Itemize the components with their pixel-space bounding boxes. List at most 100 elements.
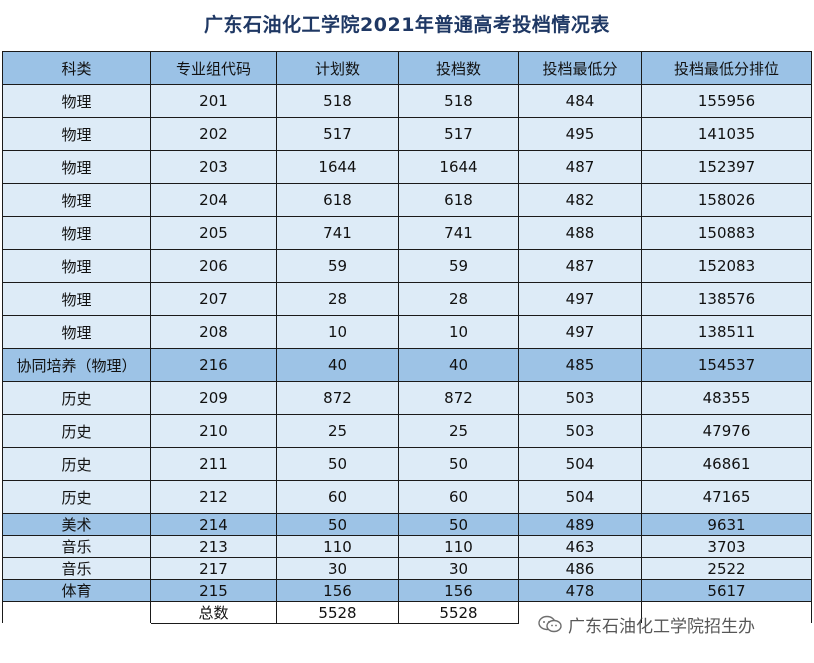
table-cell: 10 xyxy=(398,315,519,349)
table-cell: 50 xyxy=(398,513,519,536)
table-row: 物理 207 28 28 497 138576 xyxy=(2,282,812,316)
table-cell: 209 xyxy=(150,381,277,415)
table-row: 体育 215 156 156 478 5617 xyxy=(2,579,812,602)
table-cell: 物理 xyxy=(2,249,151,283)
table-row: 物理 204 618 618 482 158026 xyxy=(2,183,812,217)
table-cell: 物理 xyxy=(2,84,151,118)
table-cell: 210 xyxy=(150,414,277,448)
table-cell: 30 xyxy=(398,557,519,580)
table-cell: 478 xyxy=(518,579,642,602)
column-header: 投档数 xyxy=(398,51,519,85)
table-cell: 60 xyxy=(276,480,399,514)
table-cell: 201 xyxy=(150,84,277,118)
table-cell: 154537 xyxy=(641,348,812,382)
table-cell: 5617 xyxy=(641,579,812,602)
table-cell: 213 xyxy=(150,535,277,558)
table-cell: 40 xyxy=(276,348,399,382)
table-cell: 503 xyxy=(518,381,642,415)
table-cell: 518 xyxy=(276,84,399,118)
table-row: 物理 203 1644 1644 487 152397 xyxy=(2,150,812,184)
table-cell: 158026 xyxy=(641,183,812,217)
table-cell: 217 xyxy=(150,557,277,580)
table-cell: 48355 xyxy=(641,381,812,415)
watermark-text: 广东石油化工学院招生办 xyxy=(568,616,755,637)
table-cell: 1644 xyxy=(276,150,399,184)
wechat-watermark: 广东石油化工学院招生办 xyxy=(538,611,808,637)
table-cell: 482 xyxy=(518,183,642,217)
column-header: 计划数 xyxy=(276,51,399,85)
empty-cell xyxy=(518,601,642,624)
total-row: 总数 5528 5528 xyxy=(2,601,812,624)
table-cell: 205 xyxy=(150,216,277,250)
table-cell: 25 xyxy=(398,414,519,448)
table-row: 历史 209 872 872 503 48355 xyxy=(2,381,812,415)
table-cell: 历史 xyxy=(2,381,151,415)
table-header-row: 科类 专业组代码 计划数 投档数 投档最低分 投档最低分排位 xyxy=(2,51,812,85)
table-cell: 59 xyxy=(398,249,519,283)
table-cell: 46861 xyxy=(641,447,812,481)
table-cell: 618 xyxy=(276,183,399,217)
table-cell: 206 xyxy=(150,249,277,283)
table-row: 物理 201 518 518 484 155956 xyxy=(2,84,812,118)
table-cell: 503 xyxy=(518,414,642,448)
table-cell: 155956 xyxy=(641,84,812,118)
table-cell: 50 xyxy=(276,447,399,481)
table-cell: 物理 xyxy=(2,183,151,217)
table-cell: 207 xyxy=(150,282,277,316)
table-cell: 216 xyxy=(150,348,277,382)
table-cell: 历史 xyxy=(2,447,151,481)
table-row: 历史 211 50 50 504 46861 xyxy=(2,447,812,481)
table-cell: 110 xyxy=(276,535,399,558)
table-cell: 40 xyxy=(398,348,519,382)
column-header: 投档最低分 xyxy=(518,51,642,85)
table-cell: 体育 xyxy=(2,579,151,602)
table-cell: 141035 xyxy=(641,117,812,151)
table-cell: 486 xyxy=(518,557,642,580)
table-cell: 517 xyxy=(398,117,519,151)
table-cell: 60 xyxy=(398,480,519,514)
table-cell: 504 xyxy=(518,480,642,514)
table-cell: 484 xyxy=(518,84,642,118)
table-cell: 历史 xyxy=(2,414,151,448)
table-cell: 音乐 xyxy=(2,557,151,580)
table-row: 物理 206 59 59 487 152083 xyxy=(2,249,812,283)
table-cell: 204 xyxy=(150,183,277,217)
table-cell: 152397 xyxy=(641,150,812,184)
table-cell: 156 xyxy=(276,579,399,602)
table-cell: 156 xyxy=(398,579,519,602)
table-row: 历史 212 60 60 504 47165 xyxy=(2,480,812,514)
table-cell: 25 xyxy=(276,414,399,448)
table-cell: 28 xyxy=(398,282,519,316)
column-header: 投档最低分排位 xyxy=(641,51,812,85)
table-cell: 3703 xyxy=(641,535,812,558)
table-cell: 物理 xyxy=(2,282,151,316)
table-cell: 215 xyxy=(150,579,277,602)
total-cell: 5528 xyxy=(398,601,519,624)
table-cell: 物理 xyxy=(2,117,151,151)
table-cell: 495 xyxy=(518,117,642,151)
table-cell: 618 xyxy=(398,183,519,217)
table-cell: 美术 xyxy=(2,513,151,536)
table-cell: 497 xyxy=(518,282,642,316)
table-cell: 463 xyxy=(518,535,642,558)
page-title: 广东石油化工学院2021年普通高考投档情况表 xyxy=(204,14,610,36)
table-cell: 2522 xyxy=(641,557,812,580)
table-cell: 208 xyxy=(150,315,277,349)
table-cell: 28 xyxy=(276,282,399,316)
table-cell: 138576 xyxy=(641,282,812,316)
table-cell: 协同培养（物理） xyxy=(2,348,151,382)
table-row: 音乐 213 110 110 463 3703 xyxy=(2,535,812,558)
total-cell: 5528 xyxy=(276,601,399,624)
table-row: 协同培养（物理） 216 40 40 485 154537 xyxy=(2,348,812,382)
wechat-icon xyxy=(538,615,562,633)
table-cell: 202 xyxy=(150,117,277,151)
table-cell: 517 xyxy=(276,117,399,151)
table-row: 历史 210 25 25 503 47976 xyxy=(2,414,812,448)
column-header: 专业组代码 xyxy=(150,51,277,85)
table-cell: 152083 xyxy=(641,249,812,283)
table-cell: 487 xyxy=(518,249,642,283)
empty-cell xyxy=(2,601,151,624)
table-cell: 872 xyxy=(398,381,519,415)
table-cell: 物理 xyxy=(2,216,151,250)
table-cell: 9631 xyxy=(641,513,812,536)
